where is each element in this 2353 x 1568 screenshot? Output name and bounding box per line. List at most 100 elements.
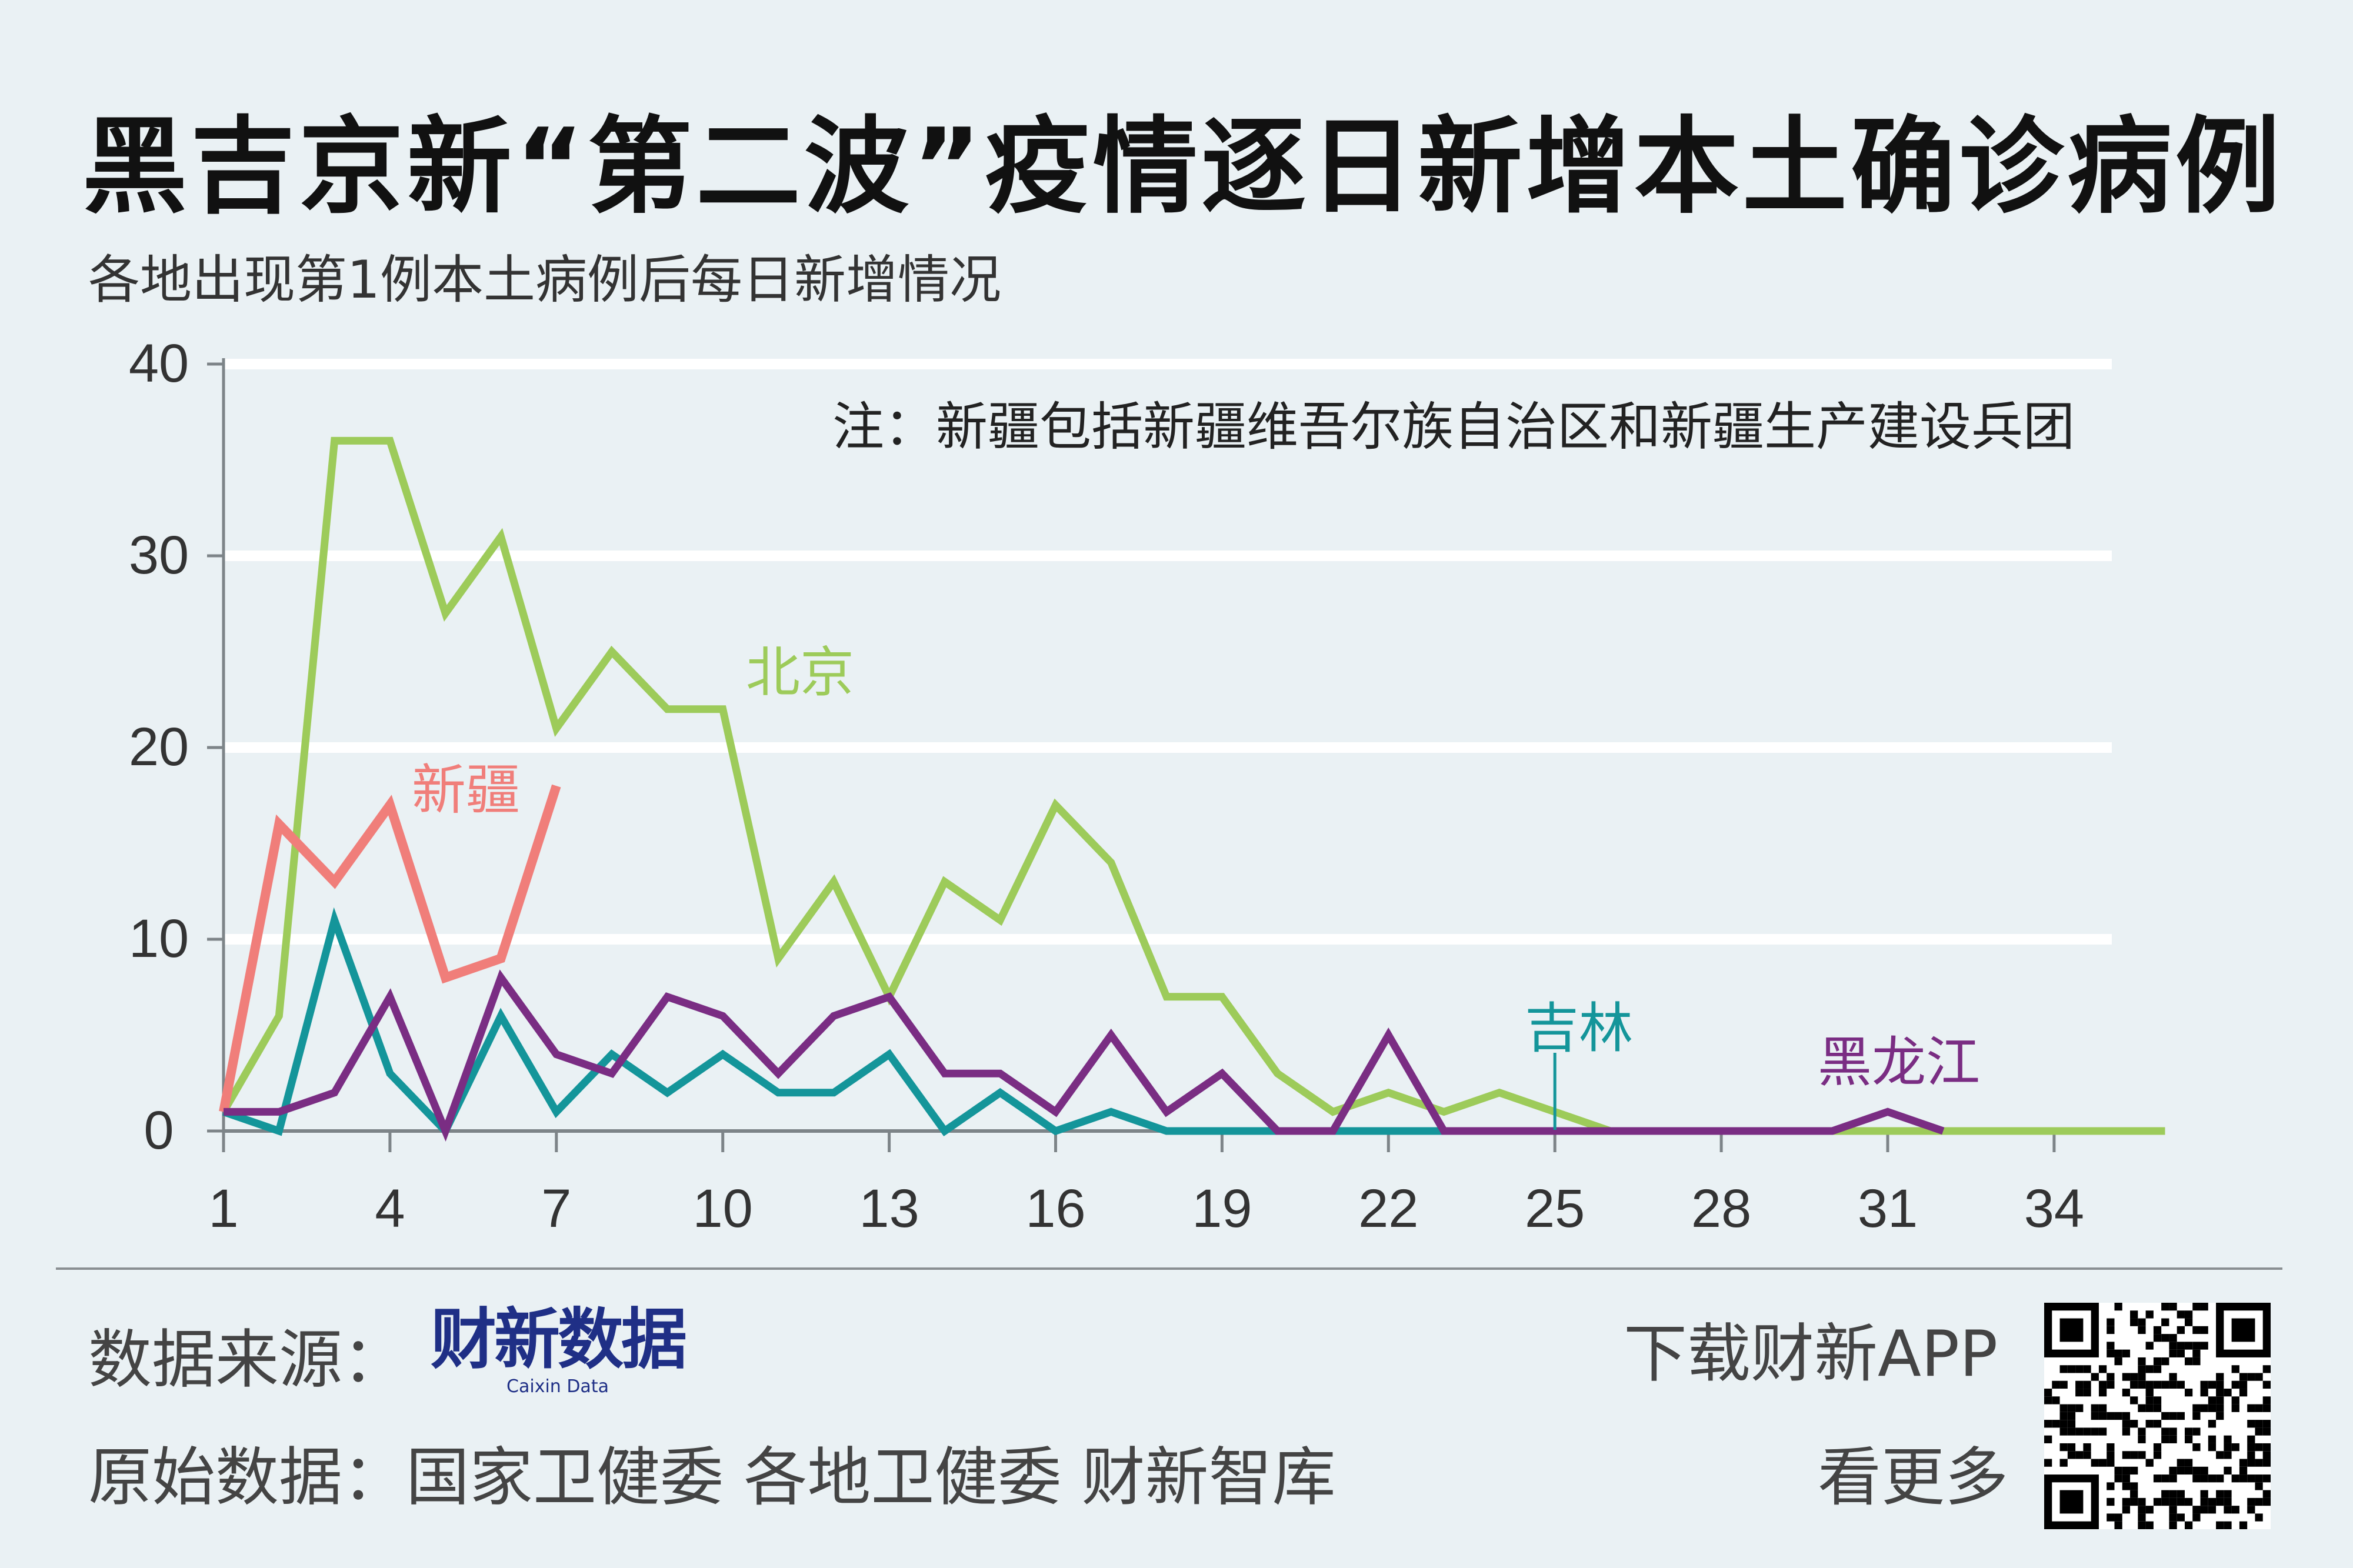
qr-module bbox=[2262, 1443, 2271, 1452]
qr-module bbox=[2145, 1420, 2154, 1428]
qr-module bbox=[2122, 1466, 2131, 1475]
qr-module bbox=[2130, 1373, 2138, 1381]
qr-module bbox=[2075, 1365, 2084, 1373]
qr-module bbox=[2122, 1506, 2131, 1514]
qr-module bbox=[2059, 1420, 2068, 1428]
qr-module bbox=[2169, 1521, 2177, 1529]
qr-module bbox=[2091, 1459, 2099, 1467]
qr-module bbox=[2262, 1474, 2271, 1483]
qr-module bbox=[2169, 1380, 2177, 1389]
qr-module bbox=[2247, 1373, 2255, 1381]
qr-module bbox=[2107, 1326, 2115, 1335]
qr-module bbox=[2184, 1521, 2193, 1529]
qr-module bbox=[2052, 1380, 2060, 1389]
series-label: 吉林 bbox=[1525, 997, 1633, 1060]
qr-module bbox=[2255, 1497, 2263, 1506]
qr-module bbox=[2153, 1365, 2162, 1373]
qr-module bbox=[2161, 1380, 2169, 1389]
qr-module bbox=[2192, 1357, 2201, 1366]
qr-module bbox=[2200, 1326, 2208, 1335]
qr-module bbox=[2083, 1443, 2091, 1452]
grid-lines bbox=[224, 359, 2112, 945]
qr-module bbox=[2107, 1482, 2115, 1490]
qr-module bbox=[2153, 1357, 2162, 1366]
qr-module bbox=[2200, 1389, 2208, 1397]
series-label: 新疆 bbox=[412, 759, 520, 822]
qr-module bbox=[2177, 1513, 2185, 1522]
qr-module bbox=[2224, 1506, 2232, 1514]
qr-module bbox=[2098, 1404, 2107, 1412]
qr-module bbox=[2184, 1497, 2193, 1506]
qr-module bbox=[2200, 1380, 2208, 1389]
x-tick-label: 16 bbox=[1025, 1179, 1085, 1239]
qr-module bbox=[2161, 1474, 2169, 1483]
qr-module bbox=[2107, 1380, 2115, 1389]
chart-title: 黑吉京新“第二波”疫情逐日新增本土确诊病例 bbox=[82, 106, 2284, 228]
qr-module bbox=[2184, 1357, 2193, 1366]
qr-module bbox=[2107, 1342, 2115, 1350]
qr-module bbox=[2138, 1357, 2146, 1366]
x-tick-label: 1 bbox=[208, 1179, 238, 1239]
qr-module bbox=[2262, 1497, 2271, 1506]
qr-module bbox=[2192, 1427, 2201, 1436]
qr-module bbox=[2153, 1420, 2162, 1428]
qr-module bbox=[2200, 1342, 2208, 1350]
qr-module bbox=[2184, 1466, 2193, 1475]
qr-module bbox=[2255, 1443, 2263, 1452]
qr-module bbox=[2239, 1389, 2248, 1397]
logo-text: 财新数据 bbox=[431, 1302, 687, 1378]
qr-module bbox=[2239, 1380, 2248, 1389]
qr-module bbox=[2145, 1404, 2154, 1412]
qr-module bbox=[2153, 1326, 2162, 1335]
qr-module bbox=[2161, 1357, 2169, 1366]
qr-module bbox=[2208, 1474, 2217, 1483]
qr-module bbox=[2169, 1490, 2177, 1498]
qr-module bbox=[2262, 1380, 2271, 1389]
qr-module bbox=[2075, 1451, 2084, 1459]
series-label: 黑龙江 bbox=[1818, 1031, 1980, 1094]
qr-module bbox=[2192, 1506, 2201, 1514]
qr-module bbox=[2177, 1310, 2185, 1319]
qr-module bbox=[2044, 1420, 2052, 1428]
qr-module bbox=[2122, 1420, 2131, 1428]
qr-module bbox=[2083, 1389, 2091, 1397]
qr-module bbox=[2192, 1342, 2201, 1350]
qr-module bbox=[2216, 1404, 2224, 1412]
qr-module bbox=[2153, 1380, 2162, 1389]
qr-module bbox=[2192, 1466, 2201, 1475]
qr-module bbox=[2075, 1404, 2084, 1412]
qr-module bbox=[2138, 1513, 2146, 1522]
qr-module bbox=[2107, 1443, 2115, 1452]
y-tick-label: 0 bbox=[144, 1100, 174, 1160]
x-tick-label: 31 bbox=[1858, 1179, 1918, 1239]
qr-module bbox=[2130, 1497, 2138, 1506]
qr-module bbox=[2114, 1303, 2122, 1311]
qr-finder bbox=[2059, 1490, 2084, 1514]
qr-module bbox=[2122, 1451, 2131, 1459]
qr-module bbox=[2208, 1435, 2217, 1443]
qr-module bbox=[2192, 1326, 2201, 1335]
qr-module bbox=[2122, 1474, 2131, 1483]
qr-module bbox=[2161, 1490, 2169, 1498]
qr-module bbox=[2044, 1459, 2052, 1467]
qr-module bbox=[2255, 1513, 2263, 1522]
qr-module bbox=[2216, 1412, 2224, 1420]
qr-module bbox=[2114, 1412, 2122, 1420]
qr-module bbox=[2224, 1451, 2232, 1459]
qr-module bbox=[2184, 1389, 2193, 1397]
qr-module bbox=[2130, 1482, 2138, 1490]
qr-module bbox=[2224, 1466, 2232, 1475]
qr-module bbox=[2239, 1373, 2248, 1381]
qr-module bbox=[2098, 1459, 2107, 1467]
qr-module bbox=[2262, 1490, 2271, 1498]
qr-module bbox=[2239, 1459, 2248, 1467]
qr-module bbox=[2138, 1326, 2146, 1335]
qr-module bbox=[2169, 1334, 2177, 1342]
x-tick-label: 13 bbox=[859, 1179, 919, 1239]
qr-module bbox=[2169, 1466, 2177, 1475]
qr-module bbox=[2169, 1513, 2177, 1522]
qr-module bbox=[2145, 1459, 2154, 1467]
qr-module bbox=[2200, 1466, 2208, 1475]
qr-module bbox=[2059, 1380, 2068, 1389]
qr-module bbox=[2224, 1490, 2232, 1498]
